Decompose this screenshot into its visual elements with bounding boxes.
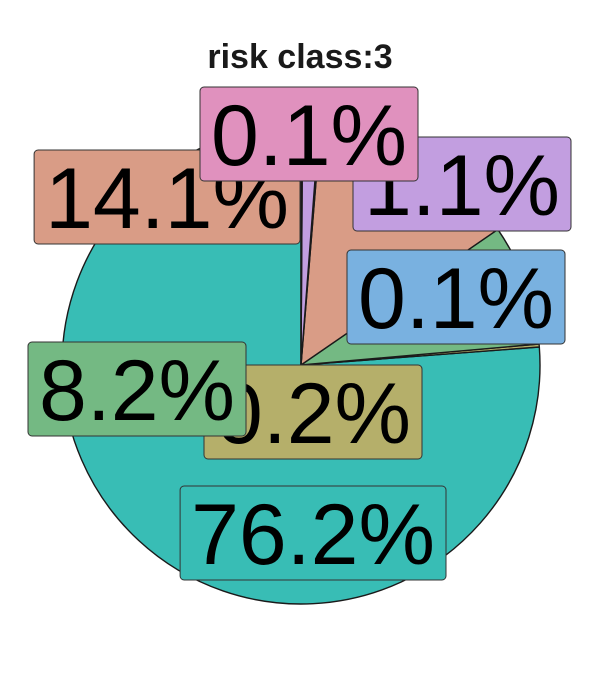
slice-label-text: 76.2% (191, 487, 435, 583)
slice-label-4-0-1: 0.1% (199, 86, 419, 184)
slice-label-text: 0.1% (358, 251, 554, 347)
slice-label-text: 0.1% (211, 88, 407, 184)
slice-label-0-76-2: 76.2% (179, 485, 447, 583)
slice-label-1-0-2: 0.2% (203, 364, 423, 462)
slice-label-box (346, 249, 566, 345)
slice-label-text: 0.2% (215, 366, 411, 462)
slice-label-box (179, 485, 447, 581)
slice-label-6-0-1: 0.1% (346, 249, 566, 347)
slice-label-text: 8.2% (39, 343, 235, 439)
chart-title: risk class:3 (207, 38, 392, 76)
slice-label-2-8-2: 8.2% (27, 341, 247, 439)
slice-labels: 0.1%1.1%14.1%0.2%8.2%0.1%76.2% (27, 86, 572, 583)
slice-label-box (199, 86, 419, 182)
slice-label-box (27, 341, 247, 437)
